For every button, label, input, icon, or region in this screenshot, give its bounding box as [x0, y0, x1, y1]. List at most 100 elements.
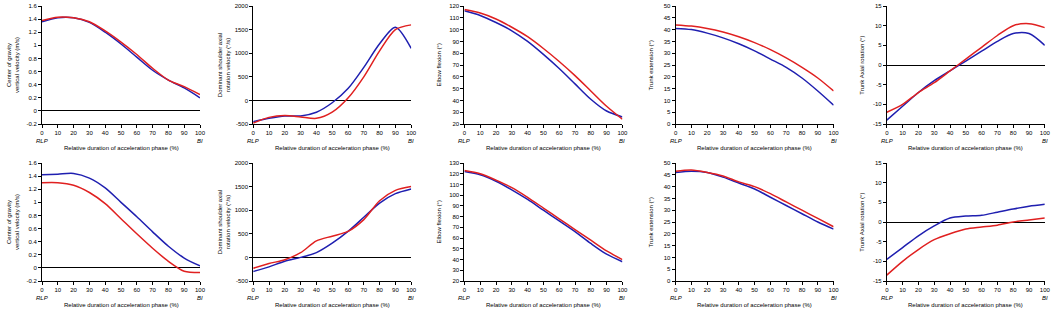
svg-text:10: 10 [664, 98, 671, 104]
svg-text:50: 50 [962, 287, 969, 293]
svg-text:50: 50 [329, 287, 336, 293]
svg-text:60: 60 [453, 74, 460, 80]
svg-text:100: 100 [449, 27, 460, 33]
svg-text:BI: BI [619, 295, 625, 301]
svg-text:100: 100 [829, 287, 840, 293]
svg-text:40: 40 [524, 130, 531, 136]
svg-text:80: 80 [799, 130, 806, 136]
svg-text:Relative duration of accelerat: Relative duration of acceleration phase … [697, 145, 812, 151]
svg-text:0.4: 0.4 [28, 82, 37, 88]
svg-text:60: 60 [133, 287, 140, 293]
svg-text:10: 10 [477, 287, 484, 293]
svg-text:Trunk Axial rotation (°): Trunk Axial rotation (°) [859, 193, 865, 252]
svg-text:100: 100 [449, 192, 460, 198]
svg-text:BI: BI [197, 138, 203, 144]
svg-text:30: 30 [86, 130, 93, 136]
svg-text:0: 0 [33, 108, 37, 114]
svg-text:40: 40 [453, 98, 460, 104]
svg-text:RLP: RLP [247, 138, 259, 144]
svg-text:Dominant shoulder axialrotatio: Dominant shoulder axialrotation velocity… [217, 190, 231, 254]
svg-text:100: 100 [1040, 287, 1051, 293]
svg-text:BI: BI [408, 295, 414, 301]
svg-text:1.2: 1.2 [28, 186, 37, 192]
svg-text:1500: 1500 [235, 184, 249, 190]
svg-text:50: 50 [664, 160, 671, 166]
svg-text:RLP: RLP [36, 295, 48, 301]
svg-text:20: 20 [915, 287, 922, 293]
svg-text:10: 10 [688, 130, 695, 136]
svg-text:60: 60 [133, 130, 140, 136]
svg-text:100: 100 [195, 130, 206, 136]
svg-text:0: 0 [667, 278, 671, 284]
svg-text:Center of gravityvertical velo: Center of gravityvertical velocity (m/s) [6, 194, 20, 250]
svg-text:BI: BI [1042, 138, 1048, 144]
svg-text:20: 20 [453, 278, 460, 284]
svg-text:0.4: 0.4 [28, 239, 37, 245]
svg-text:20: 20 [915, 130, 922, 136]
svg-text:10: 10 [875, 23, 882, 29]
svg-text:60: 60 [345, 287, 352, 293]
svg-text:60: 60 [345, 130, 352, 136]
svg-text:40: 40 [735, 130, 742, 136]
svg-text:Relative duration of accelerat: Relative duration of acceleration phase … [275, 302, 390, 308]
svg-text:40: 40 [102, 287, 109, 293]
svg-text:0.2: 0.2 [28, 95, 37, 101]
svg-text:40: 40 [313, 130, 320, 136]
svg-text:10: 10 [266, 130, 273, 136]
svg-text:RLP: RLP [670, 138, 682, 144]
svg-text:30: 30 [931, 130, 938, 136]
svg-text:20: 20 [704, 287, 711, 293]
svg-text:Dominant shoulder axialrotatio: Dominant shoulder axialrotation velocity… [217, 33, 231, 97]
svg-text:45: 45 [664, 172, 671, 178]
svg-text:40: 40 [524, 287, 531, 293]
svg-text:40: 40 [102, 130, 109, 136]
svg-text:1: 1 [33, 199, 37, 205]
svg-text:60: 60 [767, 130, 774, 136]
svg-text:70: 70 [994, 287, 1001, 293]
svg-text:90: 90 [453, 203, 460, 209]
svg-text:50: 50 [118, 130, 125, 136]
svg-text:70: 70 [360, 287, 367, 293]
svg-text:5: 5 [667, 266, 671, 272]
svg-text:0: 0 [667, 121, 671, 127]
svg-text:50: 50 [329, 130, 336, 136]
svg-text:0: 0 [463, 130, 467, 136]
svg-text:70: 70 [783, 130, 790, 136]
svg-text:70: 70 [572, 130, 579, 136]
svg-text:0.6: 0.6 [28, 226, 37, 232]
svg-text:50: 50 [540, 130, 547, 136]
svg-text:10: 10 [54, 287, 61, 293]
svg-text:30: 30 [453, 267, 460, 273]
svg-text:20: 20 [281, 130, 288, 136]
svg-text:500: 500 [238, 231, 249, 237]
svg-text:30: 30 [931, 287, 938, 293]
svg-text:30: 30 [86, 287, 93, 293]
svg-text:80: 80 [165, 287, 172, 293]
svg-text:Relative duration of accelerat: Relative duration of acceleration phase … [64, 302, 179, 308]
svg-text:15: 15 [875, 3, 882, 9]
svg-text:80: 80 [376, 287, 383, 293]
svg-text:1.4: 1.4 [28, 173, 37, 179]
svg-text:30: 30 [720, 130, 727, 136]
svg-text:0: 0 [252, 130, 256, 136]
svg-text:500: 500 [238, 74, 249, 80]
svg-text:50: 50 [664, 3, 671, 9]
svg-text:1000: 1000 [235, 207, 249, 213]
svg-text:1000: 1000 [235, 50, 249, 56]
svg-text:120: 120 [449, 171, 460, 177]
svg-text:-15: -15 [873, 121, 882, 127]
svg-text:10: 10 [688, 287, 695, 293]
svg-text:10: 10 [899, 287, 906, 293]
svg-text:100: 100 [195, 287, 206, 293]
svg-text:Elbow flexion (°): Elbow flexion (°) [436, 43, 442, 86]
svg-text:90: 90 [181, 130, 188, 136]
svg-text:0: 0 [885, 130, 889, 136]
svg-text:60: 60 [556, 130, 563, 136]
svg-text:70: 70 [783, 287, 790, 293]
svg-text:-10: -10 [873, 101, 882, 107]
svg-text:90: 90 [392, 130, 399, 136]
svg-text:40: 40 [453, 257, 460, 263]
svg-text:30: 30 [297, 130, 304, 136]
svg-text:0: 0 [40, 287, 44, 293]
svg-text:30: 30 [720, 287, 727, 293]
